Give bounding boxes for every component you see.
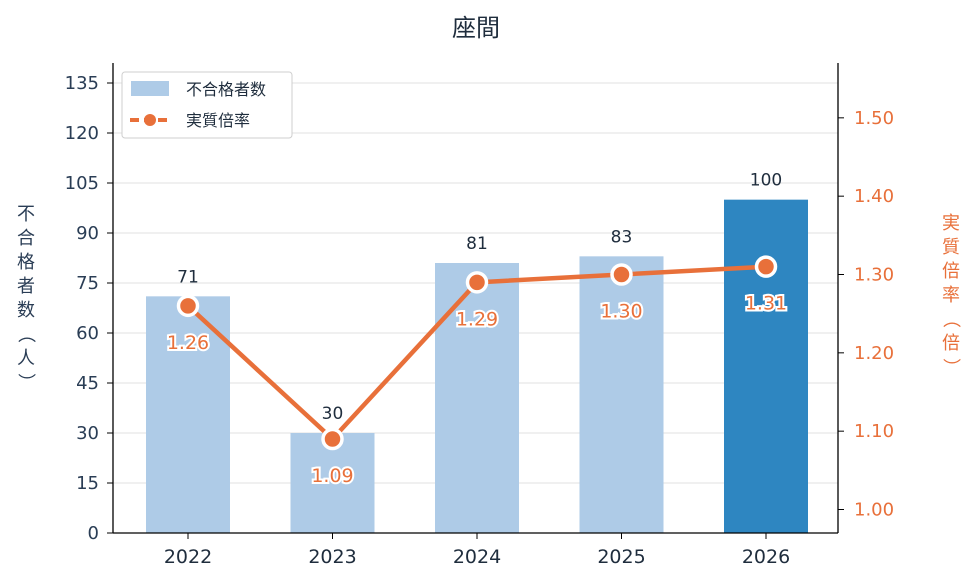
bars [146, 199, 808, 533]
rate-point [754, 255, 778, 278]
bar-value-label: 71 [177, 267, 199, 287]
rate-point [465, 271, 489, 294]
left-tick-label: 135 [65, 73, 99, 94]
axis-title-char: ） [15, 373, 36, 391]
right-tick-label: 1.50 [854, 108, 894, 129]
left-tick-label: 75 [76, 273, 99, 294]
legend-bar-label: 不合格者数 [186, 80, 266, 99]
bar-value-label: 83 [611, 227, 633, 247]
y-axis-title-left: 不合格者数 （ 人 ） [15, 204, 36, 391]
bar [435, 263, 519, 533]
left-tick-label: 105 [65, 173, 99, 194]
axis-title-char: 者 [17, 276, 35, 297]
axis-title-char: 格 [17, 252, 35, 273]
chart-title: 座間 [452, 14, 500, 42]
left-tick-label: 90 [76, 223, 99, 244]
x-tick-label: 2022 [164, 546, 212, 568]
bar [724, 199, 808, 533]
y-axis-title-right: 実質倍率（倍） [940, 213, 961, 376]
axis-title-char: 倍 [942, 333, 960, 354]
axis-title-char: 率 [942, 285, 960, 306]
bar-value-label: 81 [466, 234, 488, 254]
rate-value-label: 1.29 [456, 308, 498, 330]
axis-title-char: 倍 [942, 261, 960, 282]
axis-title-char: 不 [17, 204, 35, 225]
left-tick-label: 15 [76, 473, 99, 494]
right-tick-label: 1.40 [854, 186, 894, 207]
bar-value-label: 30 [322, 404, 344, 424]
legend: 不合格者数 実質倍率 [121, 71, 293, 139]
x-tick-label: 2026 [742, 546, 790, 568]
x-tick-label: 2024 [453, 546, 501, 568]
right-tick-label: 1.10 [854, 421, 894, 442]
rate-value-label: 1.26 [167, 332, 209, 354]
legend-bar-swatch [131, 81, 169, 96]
bar [146, 296, 230, 533]
left-tick-label: 0 [88, 523, 99, 544]
rate-point [176, 294, 200, 318]
legend-line-label: 実質倍率 [186, 111, 250, 130]
left-tick-label: 60 [76, 323, 99, 344]
axes: 0 15 30 45 60 75 90 105 120 135 1.00 1.10 1.20 1.30 1.… [65, 63, 894, 568]
rate-point [610, 263, 633, 286]
rate-value-label: 1.30 [600, 301, 642, 323]
rate-line [176, 255, 778, 451]
axis-title-char: 数 [17, 300, 35, 321]
axis-title-char: 合 [17, 228, 35, 249]
bar-value-label: 100 [750, 171, 782, 191]
rate-value-label: 1.09 [311, 465, 353, 487]
left-tick-label: 30 [76, 423, 99, 444]
right-tick-label: 1.20 [854, 343, 894, 364]
left-tick-label: 45 [76, 373, 99, 394]
left-tick-label: 120 [65, 123, 99, 144]
x-tick-label: 2023 [308, 546, 356, 568]
bar [579, 256, 664, 533]
right-tick-label: 1.30 [854, 265, 894, 286]
right-tick-label: 1.00 [854, 500, 894, 521]
x-tick-label: 2025 [597, 546, 645, 568]
axis-title-char: 人 [17, 348, 35, 369]
axis-title-char: （ [940, 310, 961, 328]
rate-value-label: 1.31 [745, 293, 787, 315]
legend-line-marker [144, 114, 156, 126]
data-labels: 71 30 81 83 100 1.26 1.09 1.29 1.30 1.31 [165, 171, 789, 489]
axis-title-char: 実 [942, 213, 960, 234]
axis-title-char: （ [15, 325, 36, 343]
axis-title-char: 質 [942, 237, 960, 258]
rate-point [321, 427, 344, 451]
axis-title-char: ） [940, 358, 961, 376]
